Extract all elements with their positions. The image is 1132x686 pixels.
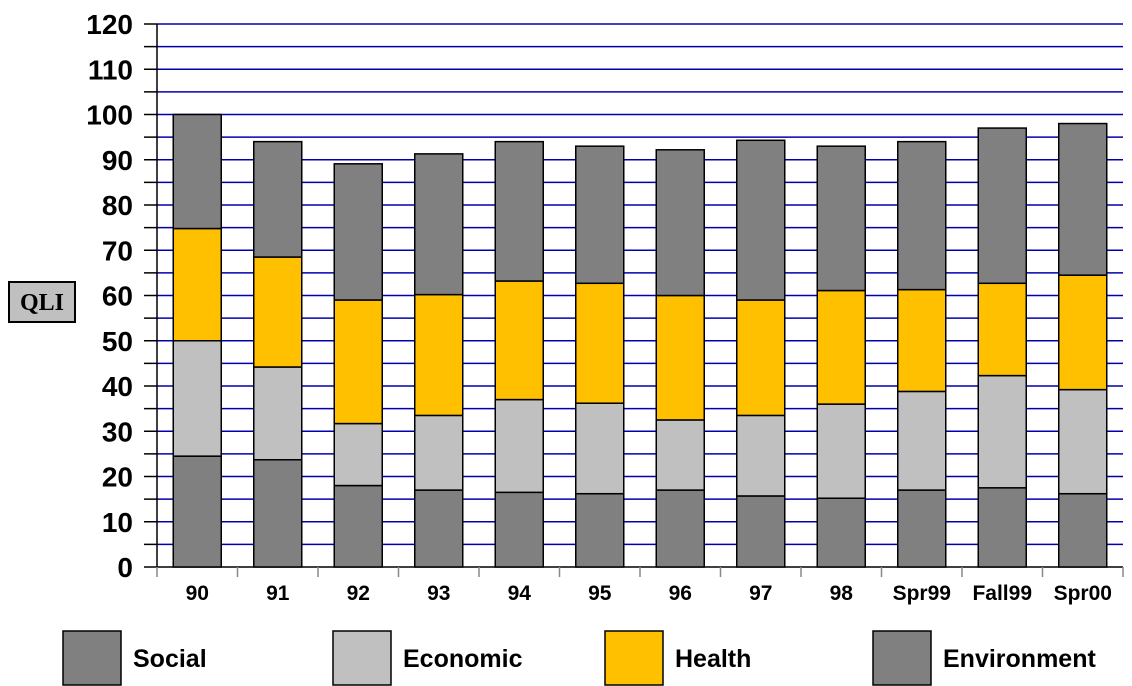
bar-segment-environment bbox=[172, 113, 222, 230]
bar-segment-social bbox=[655, 489, 705, 568]
bar-segment-economic bbox=[816, 403, 866, 499]
y-tick-label: 40 bbox=[102, 371, 133, 402]
y-tick-label: 110 bbox=[88, 54, 133, 85]
bar-segment-economic bbox=[414, 414, 464, 491]
bar-segment-environment bbox=[414, 153, 464, 296]
bar-segment-social bbox=[575, 492, 625, 568]
bar-segment-economic bbox=[575, 402, 625, 495]
y-tick-label: 50 bbox=[102, 326, 133, 357]
bar-segment-economic bbox=[655, 419, 705, 491]
legend: Social Economic Health Environment bbox=[62, 630, 1096, 686]
bar-segment-environment bbox=[816, 145, 866, 292]
legend-label: Health bbox=[675, 645, 751, 673]
bar-segment-economic bbox=[494, 398, 544, 494]
bar-segment-social bbox=[897, 489, 947, 568]
bar-segment-health bbox=[897, 288, 947, 393]
y-tick-label: 60 bbox=[102, 281, 133, 312]
bars bbox=[172, 113, 1108, 568]
y-axis-label-box: QLI bbox=[8, 281, 76, 323]
legend-swatch bbox=[332, 630, 392, 686]
bar-segment-environment bbox=[494, 140, 544, 282]
bar-segment-health bbox=[1058, 274, 1108, 391]
y-tick-label: 70 bbox=[102, 235, 133, 266]
bar-segment-health bbox=[977, 282, 1027, 377]
bar-segment-environment bbox=[1058, 122, 1108, 276]
bar-segment-economic bbox=[333, 422, 383, 487]
y-tick-label: 80 bbox=[102, 190, 133, 221]
legend-label: Social bbox=[133, 645, 207, 673]
bar-segment-social bbox=[494, 491, 544, 568]
x-tick-label: 94 bbox=[508, 582, 532, 605]
x-tick-label: 95 bbox=[588, 582, 612, 605]
y-tick-label: 120 bbox=[86, 9, 133, 40]
y-tick-label: 10 bbox=[102, 507, 133, 538]
y-tick-label: 0 bbox=[117, 552, 133, 583]
bar-segment-environment bbox=[977, 127, 1027, 285]
y-tick-label: 20 bbox=[102, 462, 133, 493]
x-tick-label: Fall99 bbox=[972, 582, 1032, 605]
x-tick-label: 93 bbox=[427, 582, 450, 605]
bar-segment-economic bbox=[897, 390, 947, 491]
y-tick-label: 100 bbox=[86, 100, 133, 131]
bar-segment-health bbox=[172, 227, 222, 342]
legend-item-health: Health bbox=[604, 630, 751, 686]
y-tick-label: 90 bbox=[102, 145, 133, 176]
bar-segment-environment bbox=[333, 163, 383, 301]
y-tick-label: 30 bbox=[102, 416, 133, 447]
bar-segment-social bbox=[816, 497, 866, 568]
x-tick-label: 96 bbox=[669, 582, 692, 605]
x-tick-label: 92 bbox=[347, 582, 370, 605]
bar-segment-social bbox=[414, 489, 464, 568]
bar-segment-environment bbox=[253, 140, 303, 258]
bar-segment-social bbox=[736, 495, 786, 568]
bar-segment-health bbox=[575, 282, 625, 404]
bar-segment-health bbox=[816, 289, 866, 405]
legend-swatch bbox=[62, 630, 122, 686]
x-tick-label: Spr00 bbox=[1054, 582, 1112, 605]
bar-segment-economic bbox=[736, 414, 786, 497]
bar-segment-economic bbox=[1058, 388, 1108, 495]
axes bbox=[144, 23, 1124, 577]
bar-segment-health bbox=[253, 256, 303, 368]
x-tick-label: 98 bbox=[830, 582, 854, 605]
bar-segment-health bbox=[414, 293, 464, 417]
bar-segment-social bbox=[253, 459, 303, 568]
bar-segment-economic bbox=[253, 366, 303, 461]
legend-label: Environment bbox=[943, 645, 1096, 673]
y-axis-label: QLI bbox=[20, 290, 64, 316]
bar-segment-environment bbox=[736, 139, 786, 301]
bar-segment-social bbox=[172, 455, 222, 568]
legend-label: Economic bbox=[403, 645, 523, 673]
y-tick-labels: 0 10 20 30 40 50 60 70 80 90 100 110 120 bbox=[86, 9, 133, 583]
legend-item-environment: Environment bbox=[872, 630, 1096, 686]
x-tick-labels: 90 91 92 93 94 95 96 97 98 Spr99 Fall99 Spr00 bbox=[186, 582, 1112, 605]
legend-swatch bbox=[604, 630, 664, 686]
bar-segment-health bbox=[736, 299, 786, 417]
x-tick-label: Spr99 bbox=[893, 582, 951, 605]
legend-item-social: Social bbox=[62, 630, 207, 686]
x-tick-label: 91 bbox=[266, 582, 290, 605]
legend-swatch bbox=[872, 630, 932, 686]
bar-segment-economic bbox=[172, 340, 222, 457]
bar-segment-health bbox=[333, 299, 383, 425]
bar-segment-health bbox=[494, 280, 544, 401]
bar-segment-social bbox=[1058, 492, 1108, 568]
bar-segment-environment bbox=[575, 145, 625, 285]
bar-segment-social bbox=[977, 487, 1027, 568]
bar-segment-health bbox=[655, 294, 705, 421]
bar-segment-environment bbox=[897, 140, 947, 291]
legend-item-economic: Economic bbox=[332, 630, 523, 686]
bar-segment-environment bbox=[655, 149, 705, 297]
gridlines bbox=[157, 23, 1123, 546]
bar-segment-economic bbox=[977, 374, 1027, 489]
bar-segment-social bbox=[333, 484, 383, 568]
x-tick-label: 90 bbox=[186, 582, 209, 605]
x-tick-label: 97 bbox=[749, 582, 772, 605]
